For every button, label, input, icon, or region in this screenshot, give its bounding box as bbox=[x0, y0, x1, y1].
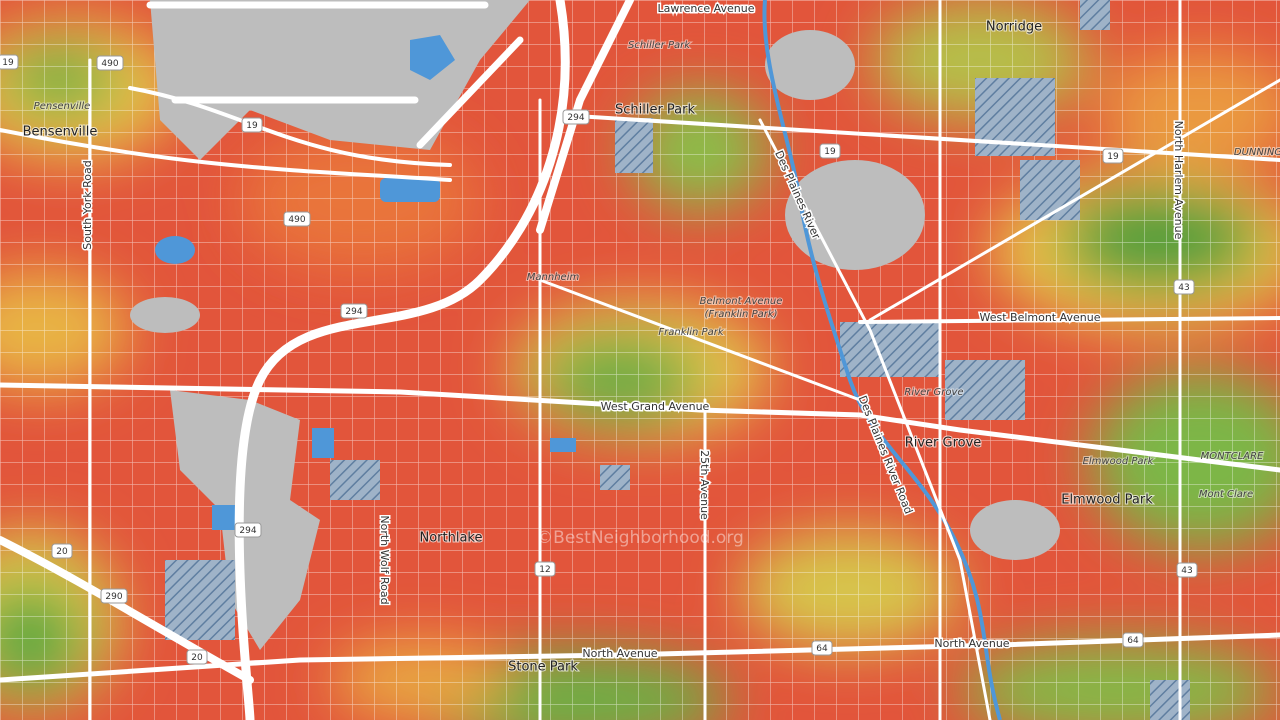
hatched-areas bbox=[165, 0, 1190, 720]
place-label: Elmwood Park bbox=[1061, 493, 1153, 508]
route-shield: 19 bbox=[819, 143, 841, 159]
shield-background bbox=[0, 54, 19, 70]
shield-label: 294 bbox=[345, 307, 362, 317]
road-label: North Harlem Avenue bbox=[1172, 121, 1185, 240]
route-shield: 294 bbox=[234, 522, 262, 538]
shield-background bbox=[1102, 148, 1124, 164]
neighborhood-label: Mannheim bbox=[527, 272, 580, 283]
route-shield: 20 bbox=[186, 649, 208, 665]
shield-background bbox=[562, 109, 590, 125]
shield-label: 490 bbox=[288, 215, 305, 225]
shield-label: 64 bbox=[1127, 636, 1139, 646]
water bbox=[155, 35, 576, 530]
road-label: North Avenue bbox=[934, 637, 1009, 650]
route-shield: 43 bbox=[1173, 279, 1195, 295]
neighborhood-label: (Franklin Park) bbox=[704, 309, 777, 320]
shield-label: 19 bbox=[246, 121, 258, 131]
shield-background bbox=[1176, 562, 1198, 578]
shield-label: 43 bbox=[1178, 283, 1189, 293]
place-label: Norridge bbox=[986, 20, 1042, 35]
road-label: 25th Avenue bbox=[698, 450, 711, 520]
route-shield: 490 bbox=[96, 55, 124, 71]
shield-label: 294 bbox=[567, 113, 584, 123]
shield-label: 20 bbox=[191, 653, 203, 663]
road-label: South York Road bbox=[81, 160, 94, 249]
river bbox=[762, 0, 1002, 720]
place-labels: Norridge Schiller Park Bensenville River… bbox=[22, 19, 1155, 676]
shield-background bbox=[241, 117, 263, 133]
place-label: Northlake bbox=[419, 531, 482, 546]
route-shield: 43 bbox=[1176, 562, 1198, 578]
shield-label: 490 bbox=[101, 59, 118, 69]
route-shield: 490 bbox=[283, 211, 311, 227]
neighborhood-labels: Schiller Park Pensenville Mannheim Belmo… bbox=[33, 39, 1280, 501]
shield-label: 43 bbox=[1181, 566, 1192, 576]
place-label: Stone Park bbox=[508, 660, 578, 675]
shield-label: 19 bbox=[824, 147, 836, 157]
watermark: ©BestNeighborhood.org bbox=[536, 528, 744, 548]
shield-background bbox=[234, 522, 262, 538]
neighborhood-label: Franklin Park bbox=[658, 327, 724, 338]
shield-background bbox=[96, 55, 124, 71]
route-shield: 19 bbox=[241, 117, 263, 133]
route-shield: 20 bbox=[51, 543, 73, 559]
route-shield: 19 bbox=[1102, 148, 1124, 164]
neighborhood-label: River Grove bbox=[904, 387, 963, 398]
route-shield: 294 bbox=[562, 109, 590, 125]
shield-label: 290 bbox=[105, 592, 122, 602]
neighborhood-label: DUNNING bbox=[1234, 147, 1280, 158]
neighborhood-label: Pensenville bbox=[34, 101, 91, 112]
neighborhood-label: Schiller Park bbox=[628, 40, 691, 51]
place-label: River Grove bbox=[905, 436, 982, 451]
route-shield: 64 bbox=[811, 640, 833, 656]
shield-background bbox=[534, 561, 556, 577]
route-shield: 64 bbox=[1122, 632, 1144, 648]
route-shield: 19 bbox=[0, 54, 19, 70]
road-label: Lawrence Avenue bbox=[657, 2, 754, 15]
route-shield: 12 bbox=[534, 561, 556, 577]
neighborhood-label: Belmont Avenue bbox=[700, 296, 783, 307]
shield-background bbox=[100, 588, 128, 604]
shield-label: 12 bbox=[539, 565, 550, 575]
shield-label: 20 bbox=[56, 547, 68, 557]
shield-label: 19 bbox=[1107, 152, 1119, 162]
route-shield: 294 bbox=[340, 303, 368, 319]
shield-background bbox=[51, 543, 73, 559]
shield-label: 19 bbox=[2, 58, 14, 68]
route-shields: 490 19 19 294 19 19 490 294 43 294 20 290 20 12 64 43 64 bbox=[0, 54, 1198, 665]
shield-background bbox=[1173, 279, 1195, 295]
shield-background bbox=[186, 649, 208, 665]
shield-label: 294 bbox=[239, 526, 256, 536]
neighborhood-label: MONTCLARE bbox=[1201, 451, 1264, 462]
road-label: North Wolf Road bbox=[378, 515, 391, 604]
shield-background bbox=[283, 211, 311, 227]
road-label: North Avenue bbox=[582, 647, 657, 660]
place-label: Schiller Park bbox=[615, 103, 696, 118]
shield-label: 64 bbox=[816, 644, 828, 654]
road-label: West Grand Avenue bbox=[601, 400, 710, 413]
shield-background bbox=[340, 303, 368, 319]
place-label: Bensenville bbox=[23, 125, 98, 140]
shield-background bbox=[811, 640, 833, 656]
shield-background bbox=[1122, 632, 1144, 648]
shield-background bbox=[819, 143, 841, 159]
neighborhood-label: Elmwood Park bbox=[1083, 456, 1155, 467]
road-label: West Belmont Avenue bbox=[979, 311, 1100, 324]
route-shield: 290 bbox=[100, 588, 128, 604]
neighborhood-label: Mont Clare bbox=[1199, 489, 1253, 500]
